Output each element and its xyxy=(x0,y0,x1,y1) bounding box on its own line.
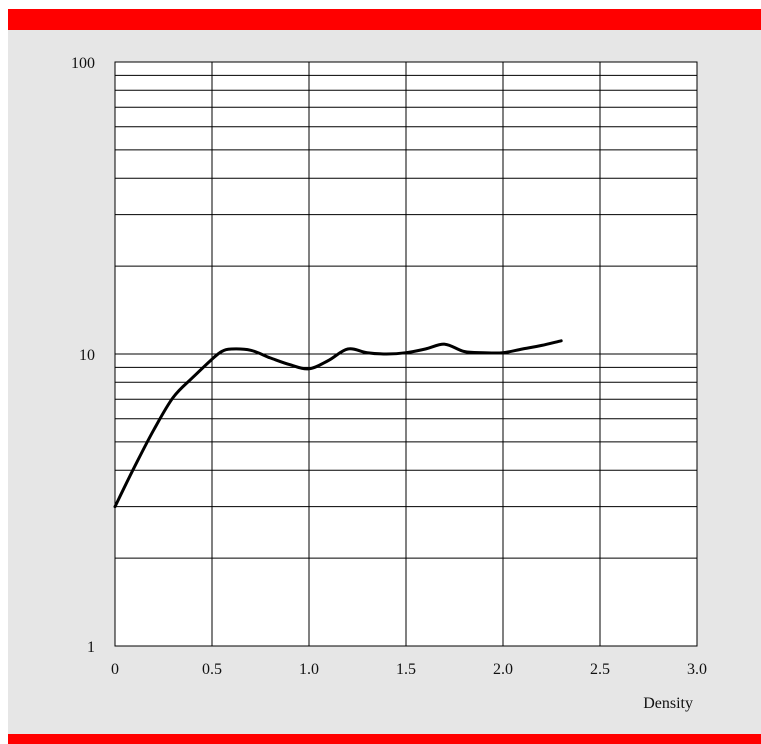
x-tick-labels: 0 0.5 1.0 1.5 2.0 2.5 3.0 xyxy=(111,661,707,678)
x-tick-label-0: 0 xyxy=(111,661,119,678)
x-tick-label-2.5: 2.5 xyxy=(590,661,610,678)
x-tick-label-2.0: 2.0 xyxy=(493,661,513,678)
x-tick-label-1.0: 1.0 xyxy=(299,661,319,678)
y-tick-labels: 1 10 100 xyxy=(71,55,95,656)
y-tick-label-100: 100 xyxy=(71,55,95,72)
plot-frame xyxy=(114,61,698,647)
x-tick-label-1.5: 1.5 xyxy=(396,661,416,678)
bottom-red-banner xyxy=(8,734,761,744)
top-red-banner xyxy=(8,9,761,30)
x-tick-label-0.5: 0.5 xyxy=(202,661,222,678)
x-axis-title: Density xyxy=(643,695,693,712)
y-tick-label-1: 1 xyxy=(87,639,95,656)
y-tick-label-10: 10 xyxy=(79,347,95,364)
x-tick-label-3.0: 3.0 xyxy=(687,661,707,678)
plot-frame-group xyxy=(114,61,698,647)
data-line xyxy=(113,339,563,509)
